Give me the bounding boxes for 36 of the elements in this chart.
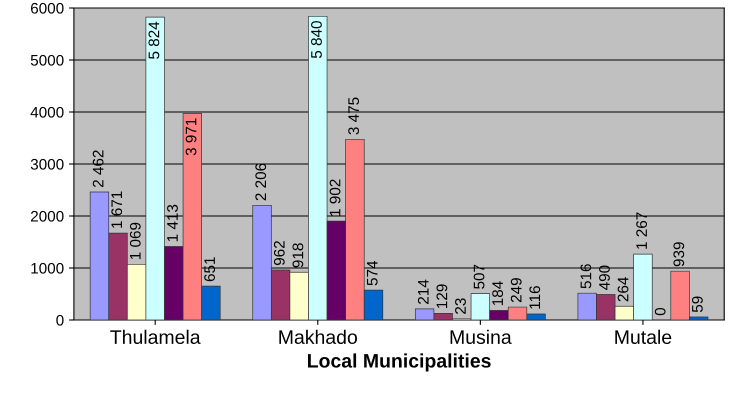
x-tick-label: Makhado (279, 330, 357, 344)
data-label: 939 (673, 242, 684, 266)
y-tick-label: 0 (56, 314, 64, 326)
data-label: 3 971 (186, 118, 196, 156)
data-label: 490 (599, 265, 610, 290)
data-label: 962 (274, 241, 285, 266)
data-label: 249 (510, 278, 522, 302)
data-label: 59 (692, 296, 703, 312)
x-tick-label: Thulamela (110, 330, 201, 344)
data-label: 918 (292, 243, 304, 268)
data-label: 3 475 (348, 98, 360, 135)
x-tick-label: Musina (450, 330, 512, 344)
y-tick-label: 5000 (30, 54, 64, 66)
data-label: 5 840 (311, 21, 322, 58)
data-label: 0 (654, 308, 666, 316)
y-tick-label: 2000 (30, 210, 64, 222)
data-label: 1 902 (330, 179, 340, 216)
data-label: 214 (418, 280, 429, 304)
data-label: 516 (580, 264, 592, 288)
x-axis-title: Local Municipalities (308, 353, 491, 372)
data-label: 1 671 (111, 191, 122, 228)
data-label: 23 (455, 298, 466, 314)
data-label: 2 206 (255, 164, 266, 200)
data-label: 651 (204, 257, 216, 282)
data-label: 184 (492, 281, 504, 306)
data-label: 116 (529, 286, 540, 309)
data-label: 1 069 (130, 222, 141, 260)
data-label: 5 824 (148, 22, 160, 59)
data-label: 574 (366, 260, 378, 286)
y-tick-label: 6000 (30, 2, 64, 14)
y-tick-label: 4000 (30, 106, 64, 118)
y-tick-label: 1000 (31, 262, 64, 274)
y-tick-label: 3000 (30, 158, 64, 170)
data-label: 264 (618, 277, 628, 302)
data-label: 129 (436, 284, 448, 308)
x-tick-label: Mutale (615, 330, 672, 344)
